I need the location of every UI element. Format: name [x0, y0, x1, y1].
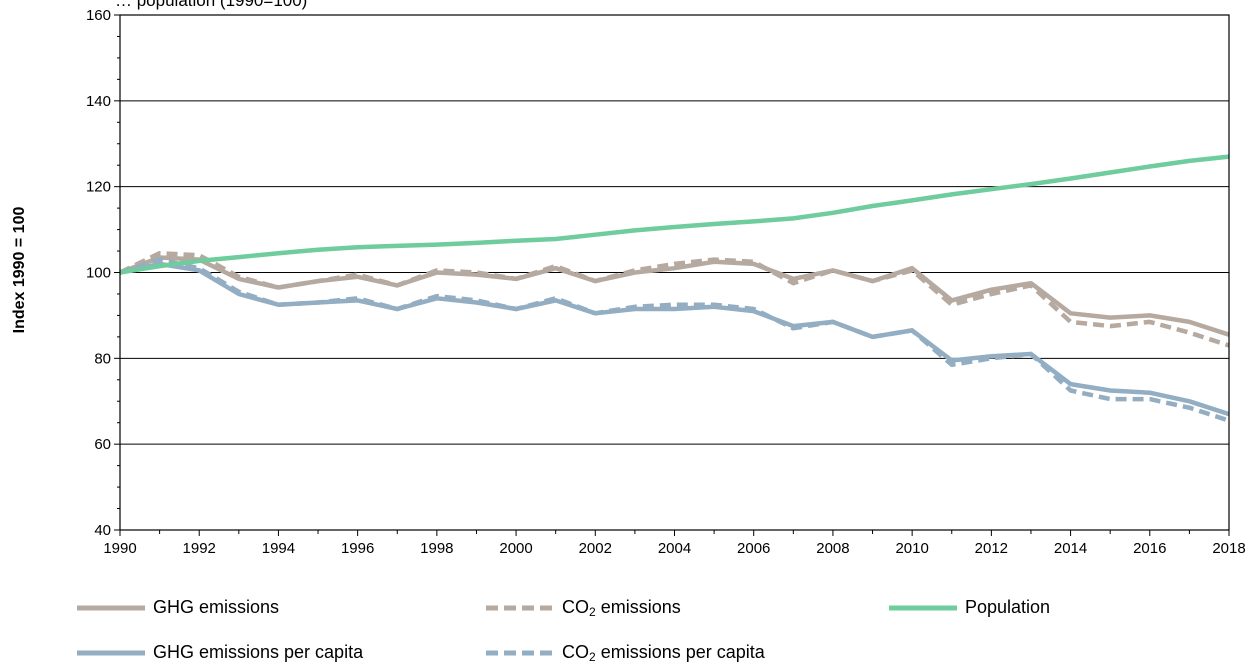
series-line-population	[120, 157, 1229, 273]
y-tick-label-140: 140	[86, 93, 111, 110]
x-tick-label-2014: 2014	[1054, 540, 1087, 557]
x-tick-label-2010: 2010	[895, 540, 928, 557]
x-tick-label-2000: 2000	[499, 540, 532, 557]
legend-item-co2-emissions: CO2 emissions	[484, 597, 681, 619]
legend-swatch-population	[887, 603, 959, 613]
series-line-ghg-emissions	[120, 258, 1229, 335]
x-tick-label-1994: 1994	[262, 540, 295, 557]
x-tick-labels: 1990 1992 1994 1996 1998 2000 2002 2004 2006 2008…	[103, 540, 1245, 557]
legend-swatch-co2-emissions	[484, 603, 556, 613]
x-tick-label-2006: 2006	[737, 540, 770, 557]
axes	[114, 15, 1229, 536]
y-tick-label-120: 120	[86, 179, 111, 196]
y-tick-labels: 40 60 80 100 120 140 160	[86, 7, 111, 539]
y-tick-label-100: 100	[86, 265, 111, 282]
legend-item-ghg-emissions: GHG emissions	[75, 597, 279, 618]
legend-swatch-ghg-emissions-per-capita	[75, 648, 147, 658]
legend-swatch-ghg-emissions	[75, 603, 147, 613]
legend-label-co2-emissions: CO2 emissions	[562, 597, 681, 619]
x-tick-label-2008: 2008	[816, 540, 849, 557]
x-tick-label-1998: 1998	[420, 540, 453, 557]
chart-title: … population (1990=100)	[115, 0, 307, 10]
y-tick-label-80: 80	[94, 350, 111, 367]
x-tick-label-2018: 2018	[1212, 540, 1245, 557]
series-lines	[120, 157, 1229, 421]
gridlines	[120, 15, 1229, 530]
legend-swatch-co2-emissions-per-capita	[484, 648, 556, 658]
y-tick-label-160: 160	[86, 7, 111, 24]
x-tick-label-1996: 1996	[341, 540, 374, 557]
x-tick-label-2004: 2004	[658, 540, 691, 557]
series-line-co2-emissions-per-capita	[120, 260, 1229, 421]
x-tick-label-2002: 2002	[579, 540, 612, 557]
legend-item-ghg-emissions-per-capita: GHG emissions per capita	[75, 642, 363, 663]
legend-label-ghg-emissions-per-capita: GHG emissions per capita	[153, 642, 363, 663]
x-tick-label-2012: 2012	[975, 540, 1008, 557]
legend-item-co2-emissions-per-capita: CO2 emissions per capita	[484, 642, 765, 664]
x-tick-label-1990: 1990	[103, 540, 136, 557]
y-tick-label-40: 40	[94, 522, 111, 539]
legend-item-population: Population	[887, 597, 1050, 618]
y-tick-label-60: 60	[94, 436, 111, 453]
legend-label-ghg-emissions: GHG emissions	[153, 597, 279, 618]
x-tick-label-2016: 2016	[1133, 540, 1166, 557]
legend-label-co2-emissions-per-capita: CO2 emissions per capita	[562, 642, 765, 664]
y-axis-label: Index 1990 = 100	[11, 207, 28, 334]
x-tick-label-1992: 1992	[183, 540, 216, 557]
legend-label-population: Population	[965, 597, 1050, 618]
